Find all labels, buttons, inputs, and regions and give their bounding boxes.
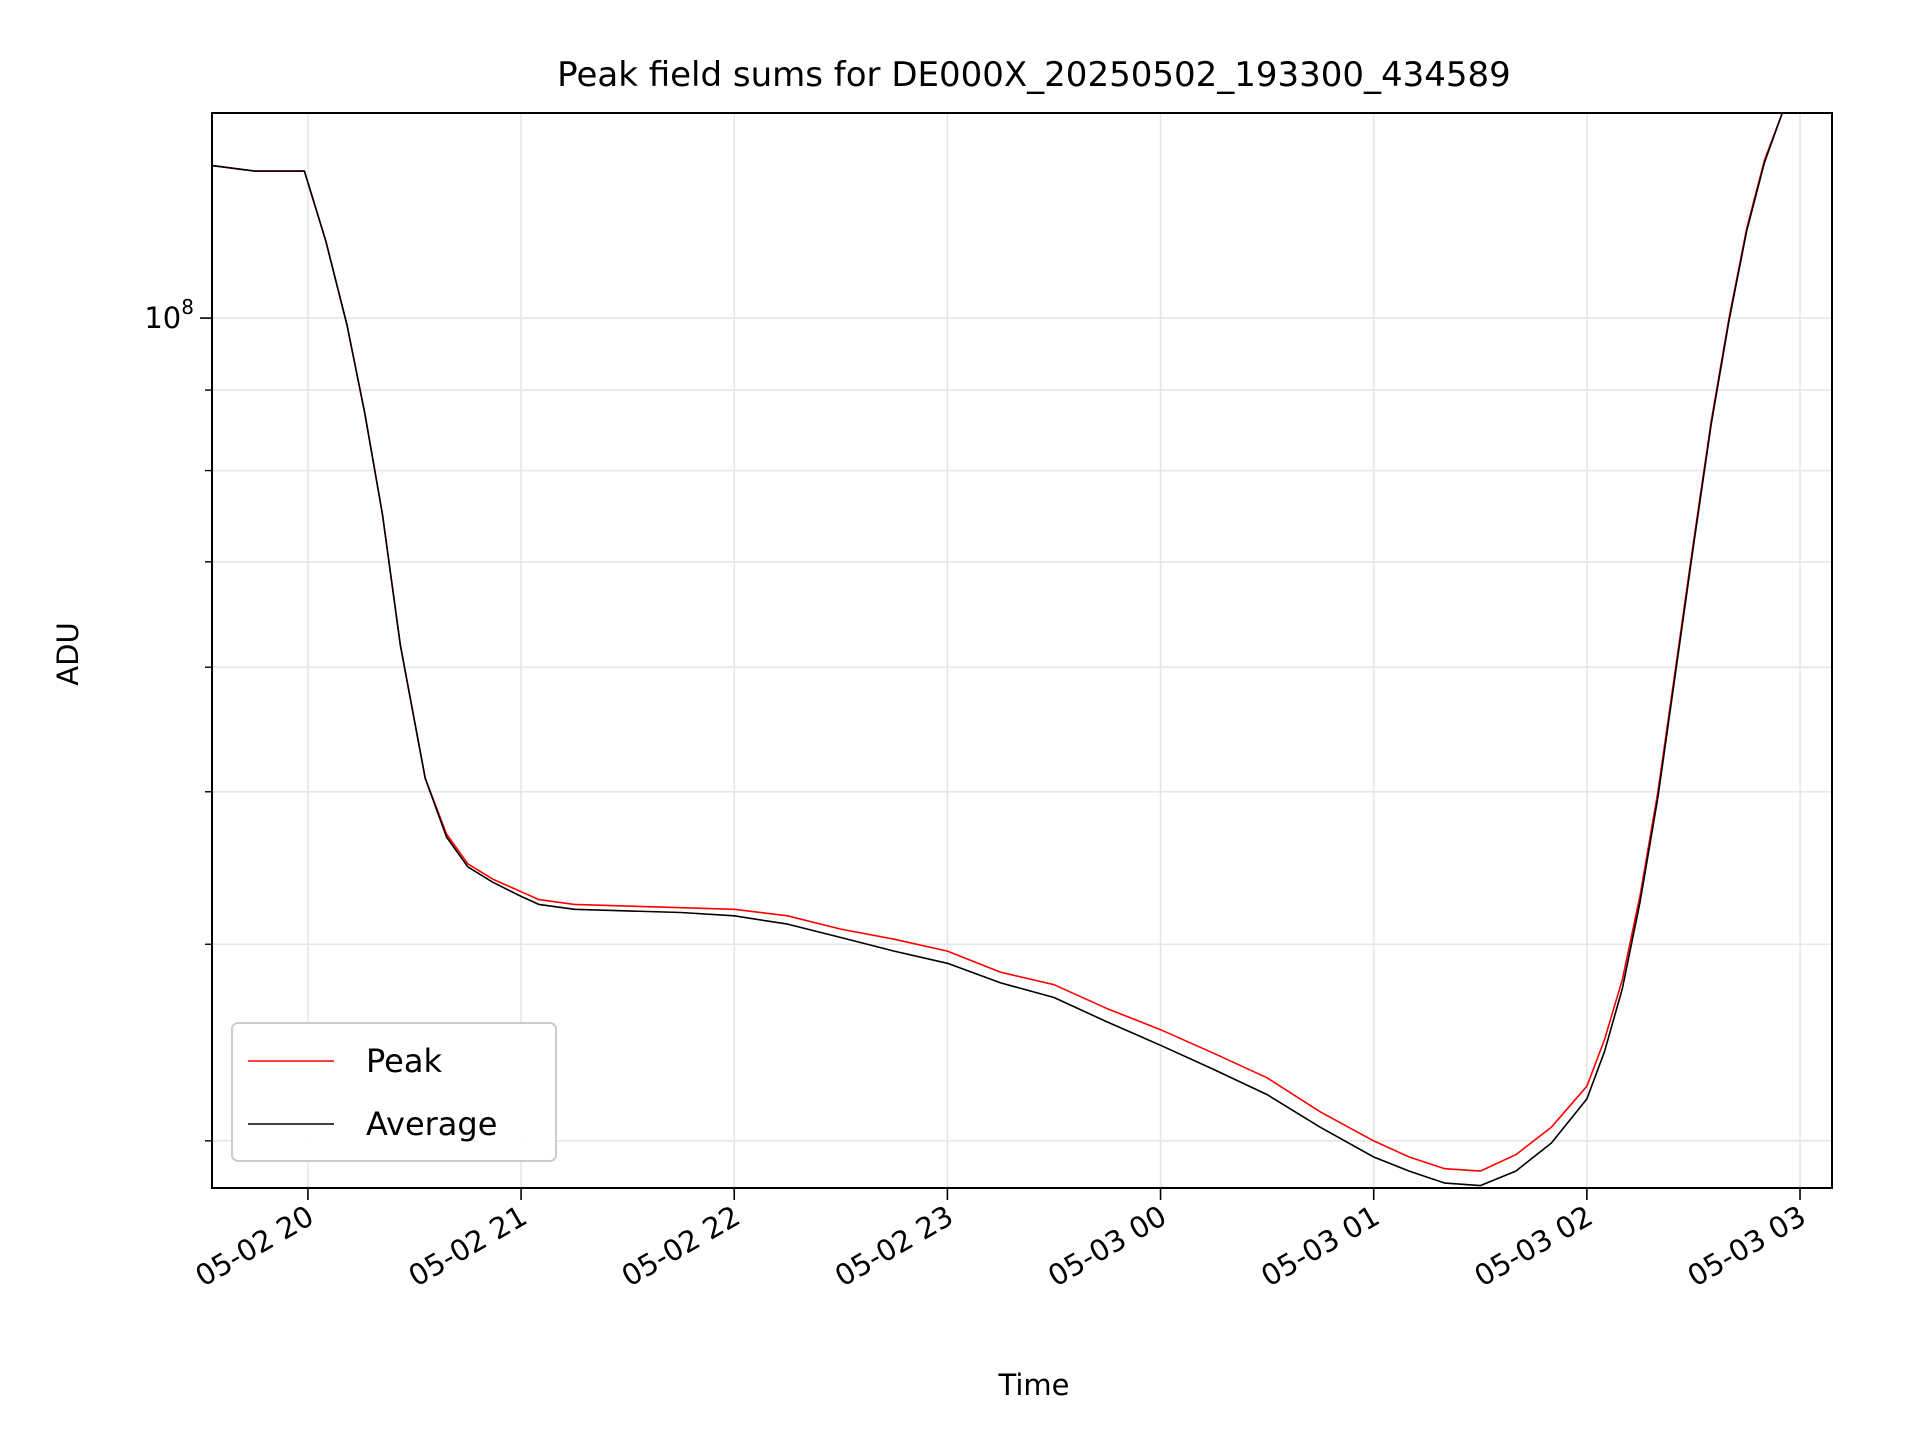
y-axis-ticks: 108 [144, 295, 212, 1142]
chart-title: Peak field sums for DE000X_20250502_1933… [557, 55, 1511, 95]
legend-label-average: Average [366, 1105, 497, 1143]
plot-background [212, 113, 1832, 1188]
plot-area: 05-02 20 05-02 21 05-02 22 05-02 23 05-03 00… [144, 112, 1833, 1293]
series-lines [211, 112, 1784, 1187]
legend-label-peak: Peak [366, 1042, 442, 1080]
x-axis-label: Time [998, 1368, 1070, 1402]
legend-box [231, 1022, 557, 1162]
y-tick-label: 108 [144, 295, 194, 335]
grid-lines [212, 113, 1832, 1188]
series-line-average [211, 112, 1784, 1187]
legend: Peak Average [231, 1022, 557, 1162]
plot-frame [211, 112, 1833, 1189]
y-axis-label: ADU [51, 622, 85, 685]
